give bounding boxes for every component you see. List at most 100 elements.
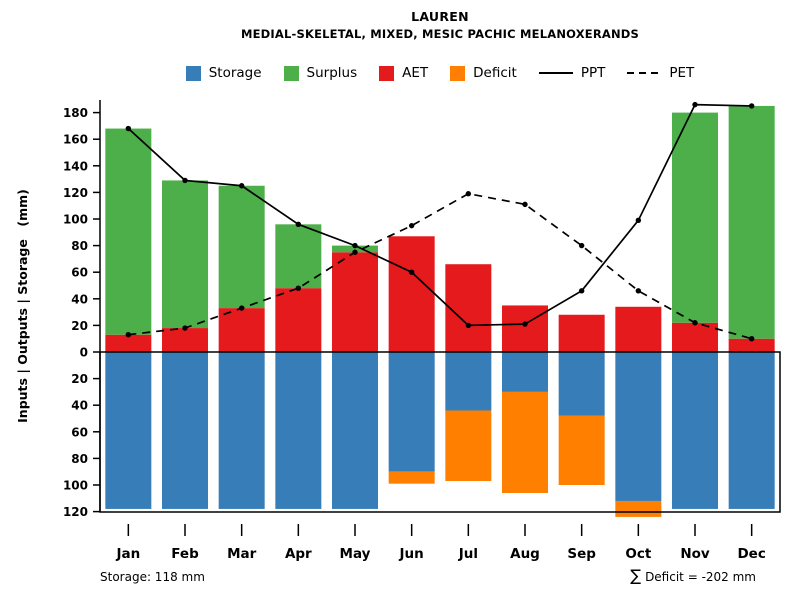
y-tick-label: 0	[80, 346, 88, 360]
aet-bar	[445, 264, 492, 352]
aet-bar	[162, 328, 208, 352]
y-tick-label: 40	[71, 399, 88, 413]
month-label: Oct	[625, 546, 651, 562]
surplus-bar	[728, 105, 775, 339]
month-label: Sep	[567, 546, 596, 562]
aet-bar	[275, 288, 322, 352]
chart-title: LAUREN	[411, 9, 469, 24]
chart-subtitle: MEDIAL-SKELETAL, MIXED, MESIC PACHIC MEL…	[240, 27, 640, 41]
ppt-line-point	[748, 103, 755, 109]
ppt-line-point	[238, 183, 245, 189]
aet-bar	[558, 314, 605, 352]
pet-line-point	[465, 191, 472, 197]
dashed-line-icon	[627, 72, 662, 74]
ppt-line-point	[578, 288, 585, 294]
deficit-bar	[502, 391, 548, 493]
month-label: Mar	[227, 546, 257, 562]
solid-line-icon	[538, 72, 573, 74]
legend-item-pet: PET	[627, 65, 694, 81]
ppt-line	[127, 103, 752, 327]
ppt-line-point	[692, 101, 698, 108]
aet-bar	[728, 338, 775, 352]
y-tick-label: 60	[71, 425, 88, 439]
surplus-swatch-icon	[283, 65, 299, 81]
ppt-line-point	[352, 242, 358, 249]
aet-bar	[332, 252, 378, 352]
storage-bar	[728, 352, 775, 509]
month-label: Aug	[510, 546, 540, 562]
surplus-bar	[332, 245, 378, 253]
pet-line-point	[408, 222, 415, 229]
y-tick-label: 40	[71, 292, 88, 306]
legend-item-storage: Storage	[185, 65, 262, 81]
y-tick-label: 160	[63, 133, 88, 147]
storage-bar	[162, 352, 208, 509]
surplus-bar	[105, 128, 152, 335]
month-label: Dec	[737, 546, 765, 562]
legend-label-ppt: PPT	[580, 65, 606, 81]
ppt-line-point	[295, 221, 302, 228]
y-tick-label: 140	[63, 159, 88, 173]
y-tick-label: 80	[71, 239, 88, 253]
pet-line-point	[295, 285, 302, 291]
surplus-bar	[672, 112, 718, 323]
ppt-line-point	[635, 217, 642, 224]
legend-item-aet: AET	[379, 65, 428, 81]
legend: Storage Surplus AET Deficit PPT PET	[80, 65, 800, 81]
pet-line-point	[692, 320, 698, 326]
y-tick-label: 120	[63, 186, 88, 200]
pet-line-point	[238, 305, 245, 311]
aet-bar	[502, 305, 548, 352]
deficit-sum-text: Deficit = -202 mm	[645, 570, 756, 584]
y-tick-label: 120	[63, 505, 88, 519]
y-tick-label: 20	[71, 319, 88, 333]
y-tick-label: 100	[63, 479, 88, 493]
storage-bar	[502, 352, 548, 392]
aet-bar	[388, 236, 435, 352]
aet-bar	[218, 308, 265, 352]
ppt-line-point	[182, 177, 188, 184]
y-tick-label: 180	[63, 106, 88, 120]
aet-swatch-icon	[379, 65, 395, 81]
legend-label-aet: AET	[402, 65, 429, 81]
month-label: Jul	[458, 546, 478, 562]
pet-line-point	[125, 332, 132, 338]
storage-bar	[615, 352, 662, 501]
month-label: Jan	[115, 546, 140, 562]
storage-swatch-icon	[185, 65, 201, 81]
pet-line-point	[182, 325, 188, 331]
ppt-line-point	[408, 269, 415, 275]
month-label: Feb	[171, 546, 199, 562]
storage-bar	[672, 352, 718, 509]
storage-bar	[558, 352, 605, 416]
legend-label-deficit: Deficit	[473, 65, 517, 81]
legend-item-ppt: PPT	[538, 65, 606, 81]
surplus-bar	[275, 224, 322, 289]
legend-label-pet: PET	[669, 65, 695, 81]
y-axis-title: Inputs | Outputs | Storage (mm)	[15, 189, 30, 423]
deficit-bar	[445, 410, 492, 482]
legend-item-deficit: Deficit	[450, 65, 517, 81]
aet-bar	[672, 322, 718, 352]
pet-line-point	[352, 249, 358, 255]
surplus-bar	[218, 185, 265, 309]
storage-bar	[445, 352, 492, 411]
storage-bar	[388, 352, 435, 472]
ppt-line-point	[522, 321, 528, 327]
aet-bar	[615, 306, 662, 352]
month-label: May	[340, 546, 371, 562]
month-label: Apr	[285, 546, 312, 562]
month-label: Jun	[399, 546, 424, 562]
y-tick-label: 20	[71, 372, 88, 386]
y-tick-label: 100	[63, 213, 88, 227]
month-label: Nov	[680, 546, 710, 562]
pet-line-point	[748, 336, 755, 342]
pet-line-point	[522, 201, 528, 208]
surplus-bar	[162, 180, 208, 329]
ppt-line-point	[465, 322, 472, 329]
storage-bar	[218, 352, 265, 509]
pet-line-point	[635, 288, 642, 294]
y-tick-label: 80	[71, 452, 88, 466]
deficit-bar	[388, 471, 435, 484]
